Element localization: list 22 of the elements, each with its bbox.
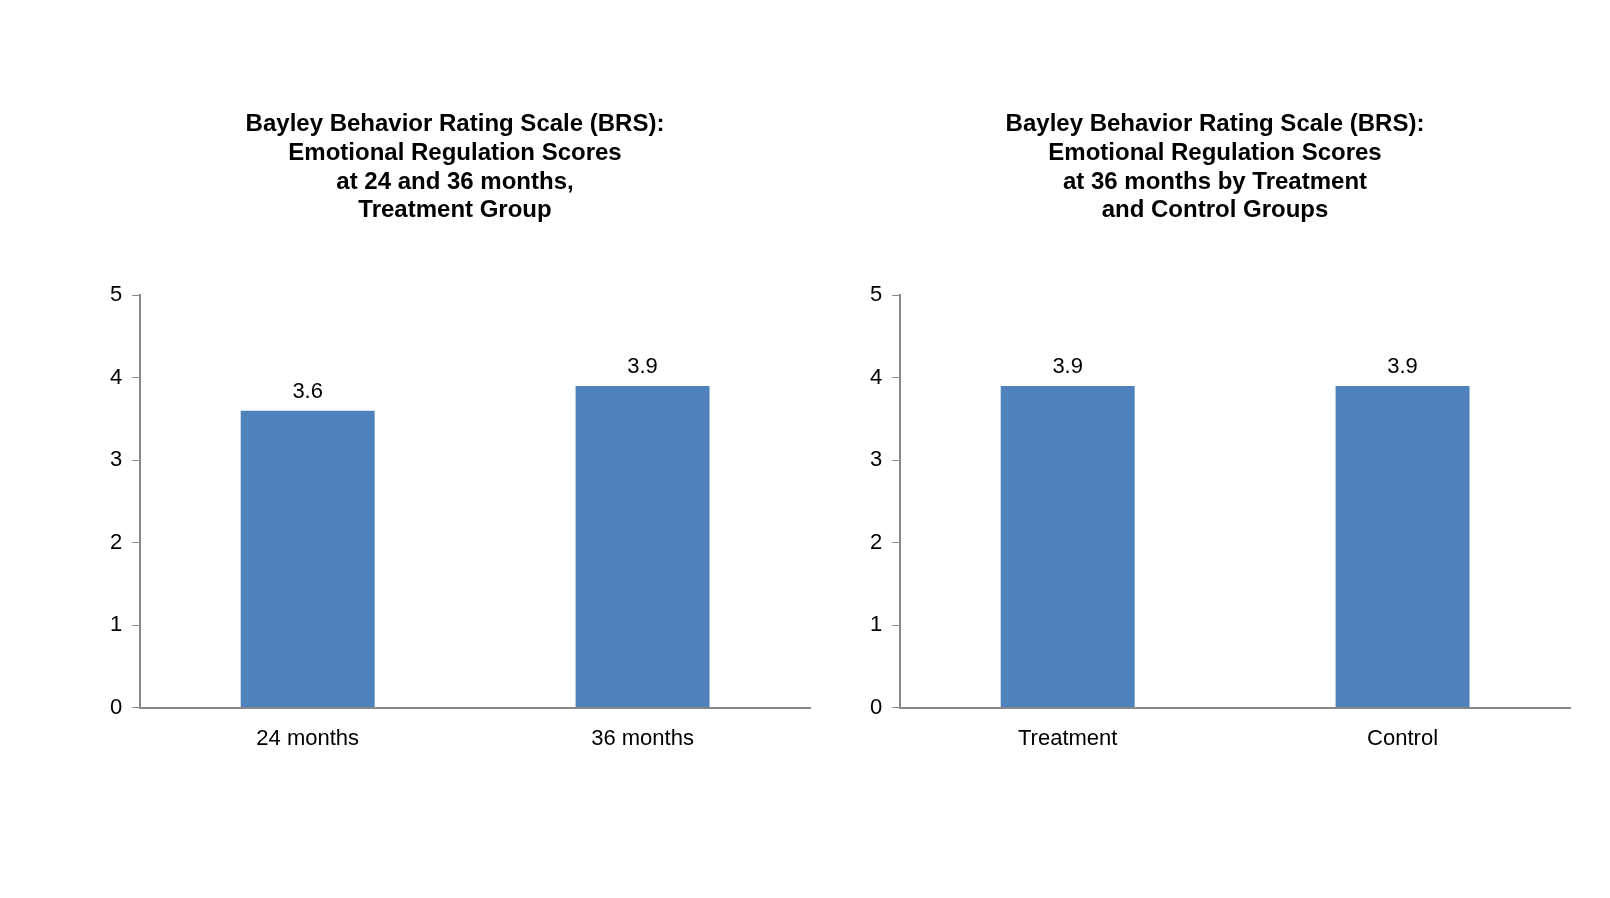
y-tick-label: 5 (109, 281, 123, 307)
data-label: 3.9 (1052, 352, 1083, 378)
y-tick-label: 1 (869, 611, 883, 637)
x-tick-label: Control (1367, 724, 1439, 750)
x-tick-label: Treatment (1017, 724, 1118, 750)
data-label: 3.6 (292, 377, 323, 403)
chart-title: Bayley Behavior Rating Scale (BRS): Emotional Regulation Scores at 36 months by Treatment and Control Groups (1005, 109, 1425, 223)
y-tick-label: 4 (869, 363, 883, 389)
x-tick-label: 24 months (256, 724, 360, 750)
y-tick-label: 1 (109, 611, 123, 637)
x-tick-label: 36 months (591, 724, 694, 750)
y-tick-label: 2 (109, 528, 123, 554)
chart-title: Bayley Behavior Rating Scale (BRS): Emotional Regulation Scores at 24 and 36 months, Treatment Group (245, 109, 665, 223)
data-label: 3.9 (627, 352, 658, 378)
y-tick-label: 3 (109, 446, 123, 472)
y-tick-label: 5 (869, 281, 883, 307)
y-tick-label: 4 (109, 363, 123, 389)
y-tick-label: 0 (109, 693, 123, 719)
y-tick-label: 3 (869, 446, 883, 472)
data-label: 3.9 (1387, 352, 1418, 378)
y-tick-label: 2 (869, 528, 883, 554)
y-tick-label: 0 (869, 693, 883, 719)
